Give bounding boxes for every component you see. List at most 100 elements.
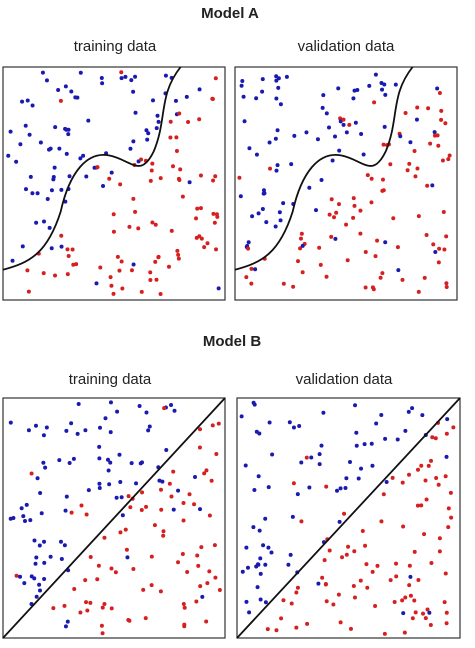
- data-point: [45, 197, 50, 202]
- data-point: [407, 161, 412, 166]
- data-point: [118, 479, 123, 484]
- data-point: [70, 247, 75, 252]
- data-point: [181, 518, 186, 523]
- data-point: [66, 132, 71, 137]
- data-point: [297, 423, 302, 428]
- data-point: [84, 174, 89, 179]
- data-point: [51, 177, 56, 182]
- data-point: [291, 481, 296, 486]
- data-point: [209, 478, 214, 483]
- data-point: [300, 270, 305, 275]
- data-point: [294, 625, 299, 630]
- data-point: [119, 495, 124, 500]
- data-point: [41, 433, 46, 438]
- data-point: [187, 492, 192, 497]
- data-point: [99, 623, 104, 628]
- data-point: [444, 234, 449, 239]
- data-point: [275, 163, 280, 168]
- data-point: [38, 140, 43, 145]
- data-point: [410, 406, 415, 411]
- data-point: [327, 548, 332, 553]
- data-point: [176, 560, 181, 565]
- data-point: [398, 134, 403, 139]
- data-point: [102, 602, 107, 607]
- data-point: [57, 146, 62, 151]
- data-point: [353, 403, 358, 408]
- data-point: [372, 100, 377, 105]
- data-point: [429, 560, 434, 565]
- data-point: [252, 487, 257, 492]
- data-point: [281, 598, 286, 603]
- data-point: [401, 611, 406, 616]
- data-point: [115, 409, 120, 414]
- data-point: [22, 581, 27, 586]
- data-point: [255, 585, 260, 590]
- data-point: [268, 166, 273, 171]
- data-point: [150, 98, 155, 103]
- data-point: [256, 474, 261, 479]
- data-point: [58, 98, 63, 103]
- model-title: Model A: [201, 5, 259, 22]
- data-point: [304, 130, 309, 135]
- data-point: [131, 196, 136, 201]
- data-point: [47, 225, 52, 230]
- data-point: [427, 610, 432, 615]
- data-point: [176, 488, 181, 493]
- data-point: [373, 603, 378, 608]
- data-point: [214, 451, 219, 456]
- data-point: [401, 524, 406, 529]
- data-point: [120, 513, 125, 518]
- data-point: [67, 461, 72, 466]
- data-point: [284, 74, 289, 79]
- plot-title: training data: [69, 371, 152, 388]
- data-point: [286, 562, 291, 567]
- data-point: [396, 268, 401, 273]
- data-point: [97, 425, 102, 430]
- data-point: [20, 244, 25, 249]
- data-point: [101, 183, 106, 188]
- data-point: [388, 578, 393, 583]
- data-point: [242, 119, 247, 124]
- data-point: [273, 136, 278, 141]
- data-point: [324, 484, 329, 489]
- data-point: [144, 504, 149, 509]
- data-point: [437, 549, 442, 554]
- data-point: [117, 268, 122, 273]
- data-point: [370, 463, 375, 468]
- data-point: [153, 259, 158, 264]
- data-point: [42, 560, 47, 565]
- data-point: [317, 452, 322, 457]
- data-point: [393, 82, 398, 87]
- data-point: [72, 586, 77, 591]
- data-point: [147, 424, 152, 429]
- data-point: [332, 134, 337, 139]
- data-point: [237, 175, 242, 180]
- data-point: [155, 113, 160, 118]
- data-point: [198, 507, 203, 512]
- data-point: [400, 598, 405, 603]
- data-point: [25, 268, 30, 273]
- data-point: [164, 448, 169, 453]
- plot-title: validation data: [298, 38, 395, 55]
- data-point: [354, 430, 359, 435]
- scatter-panel: [234, 66, 458, 301]
- data-point: [380, 177, 385, 182]
- data-point: [65, 619, 70, 624]
- data-point: [154, 277, 159, 282]
- data-point: [170, 164, 175, 169]
- data-point: [407, 583, 412, 588]
- data-point: [43, 465, 48, 470]
- data-point: [111, 229, 116, 234]
- data-point: [100, 605, 105, 610]
- data-point: [83, 578, 88, 583]
- data-point: [299, 519, 304, 524]
- data-point: [279, 616, 284, 621]
- data-point: [95, 577, 100, 582]
- data-point: [428, 623, 433, 628]
- data-point: [144, 128, 149, 133]
- data-point: [403, 111, 408, 116]
- data-point: [38, 491, 43, 496]
- data-point: [212, 543, 217, 548]
- data-point: [63, 624, 68, 629]
